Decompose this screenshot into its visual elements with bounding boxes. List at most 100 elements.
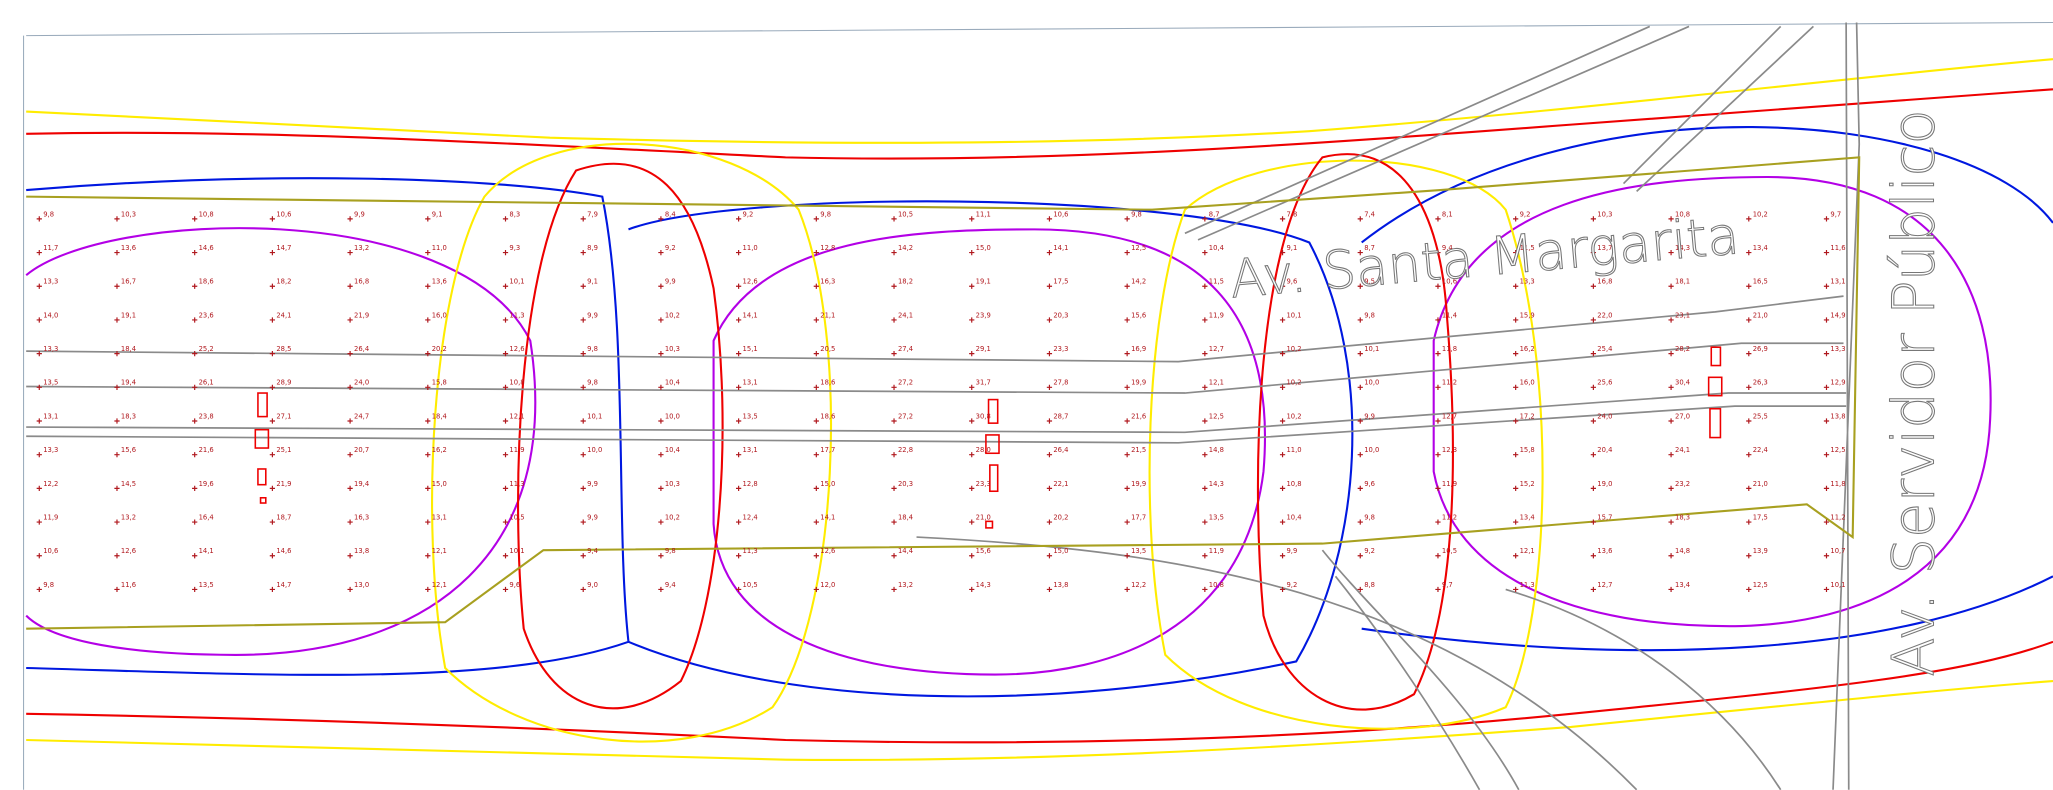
illuminance-value: 8,8 — [1364, 581, 1375, 589]
grid-point — [658, 452, 664, 458]
illuminance-value: 10,3 — [665, 480, 680, 488]
illuminance-value: 9,9 — [354, 210, 365, 218]
grid-point — [1590, 519, 1596, 525]
grid-point — [1046, 519, 1053, 525]
illuminance-value: 10,8 — [1209, 581, 1224, 589]
illuminance-value: 15,6 — [1131, 311, 1146, 319]
grid-point — [36, 216, 42, 222]
grid-point — [969, 384, 975, 390]
grid-point — [1279, 586, 1286, 593]
illuminance-value: 12,1 — [432, 547, 447, 555]
grid-point — [192, 249, 198, 256]
grid-point — [114, 384, 120, 390]
grid-point — [1513, 317, 1519, 323]
grid-point — [1513, 216, 1519, 222]
illuminance-value: 12,2 — [43, 480, 58, 488]
illuminance-value: 9,9 — [587, 480, 598, 488]
grid-point — [1279, 317, 1286, 323]
illuminance-value: 16,2 — [1520, 345, 1535, 353]
grid-point — [1046, 553, 1053, 559]
grid-point — [736, 519, 742, 525]
illuminance-value: 15,7 — [1597, 513, 1612, 521]
grid-point — [1668, 418, 1674, 424]
grid-point — [1124, 586, 1130, 593]
grid-point — [114, 586, 120, 593]
grid-point — [114, 418, 120, 424]
illuminance-value: 9,2 — [1286, 581, 1297, 589]
illuminance-value: 12,8 — [743, 480, 758, 488]
grid-point — [425, 317, 431, 323]
illuminance-value: 10,3 — [665, 345, 680, 353]
illuminance-value: 12,3 — [1442, 446, 1457, 454]
grid-point — [1046, 317, 1053, 323]
luminaire-poles — [254, 346, 1723, 529]
illuminance-value: 11,3 — [509, 311, 524, 319]
grid-point — [891, 249, 897, 256]
illuminance-value: 26,4 — [354, 345, 369, 353]
illuminance-value: 11,6 — [1830, 244, 1845, 252]
grid-point — [1357, 351, 1363, 357]
grid-point — [658, 249, 664, 256]
grid-point — [1590, 485, 1596, 491]
grid-point — [502, 283, 509, 289]
grid-point — [658, 384, 664, 390]
illuminance-value: 13,3 — [43, 278, 58, 286]
illuminance-value: 15,6 — [976, 547, 991, 555]
illuminance-value: 9,6 — [509, 581, 520, 589]
grid-point — [1124, 351, 1130, 357]
grid-point — [1202, 452, 1208, 458]
grid-point — [347, 216, 353, 222]
grid-point — [658, 283, 664, 289]
illuminance-value: 18,3 — [121, 412, 136, 420]
grid-point — [580, 216, 586, 222]
illuminance-value: 13,1 — [432, 513, 447, 521]
illuminance-value: 9,7 — [1830, 210, 1841, 218]
grid-point — [1279, 249, 1286, 256]
illuminance-value: 10,2 — [1753, 210, 1768, 218]
illuminance-value: 12,5 — [1753, 581, 1768, 589]
illuminance-value: 27,2 — [898, 412, 913, 420]
illuminance-value: 10,8 — [509, 379, 524, 387]
illuminance-value: 14,3 — [1209, 480, 1224, 488]
grid-point — [1823, 519, 1830, 525]
road-lines — [26, 22, 1861, 790]
illuminance-value: 10,6 — [276, 210, 291, 218]
grid-point — [1823, 351, 1830, 357]
grid-point — [114, 519, 120, 525]
grid-point — [1823, 553, 1830, 559]
grid-point — [969, 586, 975, 593]
grid-point — [1124, 249, 1130, 256]
grid-point — [1668, 216, 1674, 222]
illuminance-value: 12,1 — [1209, 379, 1224, 387]
illuminance-value: 12,1 — [1520, 547, 1535, 555]
grid-point — [658, 351, 664, 357]
site-boundary — [26, 156, 1861, 630]
grid-point — [347, 418, 353, 424]
illuminance-value: 13,0 — [354, 581, 369, 589]
illuminance-value: 13,7 — [1597, 244, 1612, 252]
grid-point — [1823, 586, 1830, 593]
illuminance-value: 21,1 — [820, 311, 835, 319]
grid-point — [658, 317, 664, 323]
grid-point — [1279, 519, 1286, 525]
grid-point — [1823, 216, 1830, 222]
grid-point — [891, 351, 897, 357]
grid-point — [891, 216, 897, 222]
grid-point — [1590, 384, 1596, 390]
illuminance-value: 18,6 — [820, 412, 835, 420]
grid-point — [1279, 351, 1286, 357]
illuminance-value: 9,9 — [665, 278, 676, 286]
illuminance-value: 10,7 — [1830, 547, 1845, 555]
grid-point — [813, 351, 819, 357]
grid-point — [1279, 418, 1286, 424]
grid-point — [1668, 586, 1674, 593]
illuminance-value: 18,2 — [898, 278, 913, 286]
grid-point — [891, 586, 897, 593]
illuminance-value: 10,1 — [509, 547, 524, 555]
grid-point — [1357, 586, 1363, 593]
grid-point — [36, 452, 42, 458]
illuminance-value: 14,5 — [121, 480, 136, 488]
illuminance-value: 19,1 — [121, 311, 136, 319]
